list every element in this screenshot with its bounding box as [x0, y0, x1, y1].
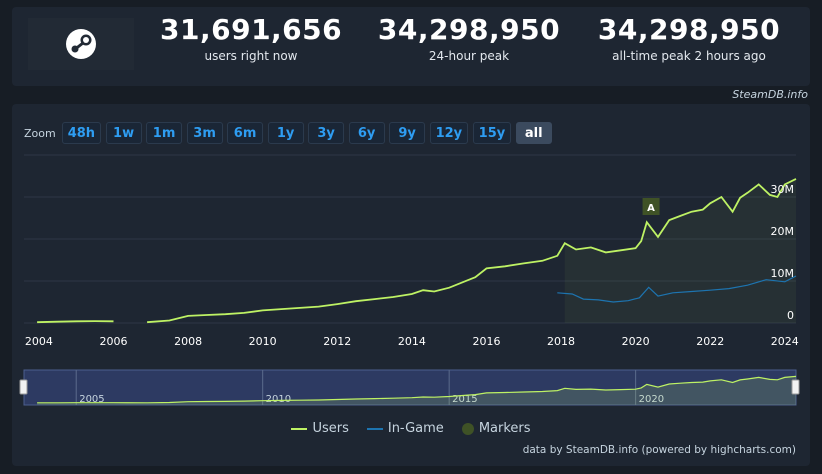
y-tick-label: 30M — [771, 183, 795, 196]
steamdb-credit-link[interactable]: SteamDB.info — [732, 88, 808, 101]
legend-item-in-game[interactable]: In-Game — [366, 421, 444, 436]
x-tick-label: 2022 — [696, 335, 724, 348]
navigator-label: 2015 — [452, 394, 477, 405]
legend: Users In-Game Markers — [0, 421, 822, 436]
legend-label: In-Game — [387, 421, 444, 436]
legend-swatch-in-game — [366, 427, 383, 430]
stat-label: all-time peak 2 hours ago — [612, 49, 766, 63]
navigator-right-handle — [791, 379, 800, 395]
in-game-line — [557, 275, 797, 303]
y-tick-label: 0 — [787, 309, 794, 322]
legend-label: Users — [312, 421, 349, 436]
zoom-label: Zoom — [24, 126, 56, 140]
stat-all-time-peak: 34,298,950 all-time peak 2 hours ago — [594, 12, 784, 64]
navigator-label: 2020 — [639, 394, 664, 405]
zoom-15y-button[interactable]: 15y — [472, 122, 512, 144]
stat-value: 34,298,950 — [597, 13, 781, 46]
zoom-1y-button[interactable]: 1y — [267, 122, 304, 144]
legend-label: Markers — [478, 421, 531, 436]
steam-logo-box[interactable] — [28, 18, 134, 70]
navigator-label: 2010 — [266, 394, 291, 405]
x-tick-label: 2012 — [323, 335, 351, 348]
navigator-selection — [24, 370, 796, 405]
marker-a-flag — [642, 198, 660, 215]
zoom-1w-button[interactable]: 1w — [105, 122, 142, 144]
chart-grid — [24, 154, 796, 324]
y-axis-ticks: 0 10M 20M 30M — [771, 183, 795, 322]
x-tick-label: 2024 — [771, 335, 799, 348]
zoom-48h-button[interactable]: 48h — [61, 122, 102, 144]
legend-item-users[interactable]: Users — [291, 421, 349, 436]
navigator: 2005 2010 2015 2020 — [19, 369, 800, 406]
zoom-all-button[interactable]: all — [515, 122, 552, 144]
main-plot: A — [37, 178, 797, 324]
x-tick-label: 2010 — [249, 335, 277, 348]
x-tick-label: 2004 — [25, 335, 53, 348]
x-axis-ticks: 2004 2006 2008 2010 2012 2014 2016 2018 2020 2022… — [25, 335, 799, 348]
chart-panel — [12, 104, 810, 466]
marker-a-label: A — [647, 203, 655, 214]
x-tick-label: 2020 — [622, 335, 650, 348]
stat-value: 34,298,950 — [377, 13, 561, 46]
stats-panel — [12, 7, 810, 86]
steam-logo-icon — [66, 29, 96, 59]
zoom-12y-button[interactable]: 12y — [429, 122, 469, 144]
stat-current-users: 31,691,656 users right now — [160, 12, 342, 64]
zoom-6m-button[interactable]: 6m — [227, 122, 264, 144]
zoom-1m-button[interactable]: 1m — [146, 122, 183, 144]
zoom-3m-button[interactable]: 3m — [186, 122, 223, 144]
x-tick-label: 2014 — [398, 335, 426, 348]
y-tick-label: 10M — [771, 267, 795, 280]
y-tick-label: 20M — [771, 225, 795, 238]
x-tick-label: 2008 — [174, 335, 202, 348]
stat-value: 31,691,656 — [160, 13, 343, 46]
legend-swatch-markers — [461, 422, 474, 435]
users-line — [37, 178, 797, 324]
x-tick-label: 2006 — [100, 335, 128, 348]
legend-item-markers[interactable]: Markers — [461, 421, 531, 436]
navigator-users-line — [37, 375, 797, 404]
navigator-area — [37, 376, 796, 405]
highcharts-credit[interactable]: data by SteamDB.info (powered by highcha… — [522, 444, 796, 456]
x-tick-label: 2016 — [472, 335, 500, 348]
zoom-3y-button[interactable]: 3y — [308, 122, 345, 144]
navigator-label: 2005 — [79, 394, 104, 405]
navigator-left-handle — [19, 379, 28, 395]
x-tick-label: 2018 — [547, 335, 575, 348]
zoom-6y-button[interactable]: 6y — [348, 122, 385, 144]
legend-swatch-users — [291, 427, 308, 430]
stat-label: users right now — [204, 49, 298, 63]
stat-24h-peak: 34,298,950 24-hour peak — [374, 12, 564, 64]
stat-label: 24-hour peak — [428, 49, 510, 63]
zoom-9y-button[interactable]: 9y — [389, 122, 426, 144]
zoom-bar: Zoom 48h 1w 1m 3m 6m 1y 3y 6y 9y 12y 15y… — [24, 121, 556, 145]
